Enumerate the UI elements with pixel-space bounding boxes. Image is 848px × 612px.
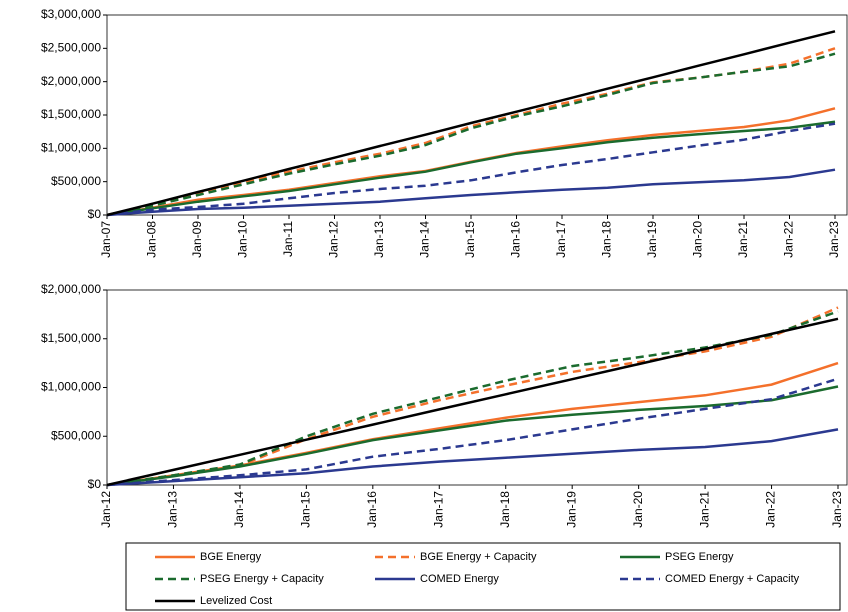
series-line	[106, 122, 836, 217]
x-tick-label: Jan-19	[645, 221, 659, 258]
x-tick-label: Jan-20	[631, 491, 645, 528]
y-tick-label: $2,000,000	[41, 282, 101, 296]
series-line	[106, 377, 839, 487]
x-tick-label: Jan-21	[736, 221, 750, 258]
y-tick-label: $2,000,000	[41, 74, 101, 88]
y-tick-label: $0	[88, 207, 102, 221]
x-tick-label: Jan-23	[830, 491, 844, 528]
x-tick-label: Jan-12	[327, 221, 341, 258]
legend-label: COMED Energy	[420, 573, 499, 585]
series-line	[106, 361, 839, 487]
y-tick-label: $1,500,000	[41, 331, 101, 345]
x-tick-label: Jan-17	[554, 221, 568, 258]
x-tick-label: Jan-15	[463, 221, 477, 258]
series-line	[106, 306, 839, 487]
legend-label: PSEG Energy + Capacity	[200, 573, 324, 585]
legend-label: BGE Energy + Capacity	[420, 551, 537, 563]
series-line	[106, 30, 836, 217]
legend-box	[125, 542, 841, 611]
x-tick-label: Jan-21	[697, 491, 711, 528]
x-tick-label: Jan-13	[166, 491, 180, 528]
y-tick-label: $1,000,000	[41, 380, 101, 394]
y-tick-label: $1,500,000	[41, 107, 101, 121]
x-tick-label: Jan-11	[281, 221, 295, 257]
x-tick-label: Jan-16	[365, 491, 379, 528]
x-tick-label: Jan-13	[372, 221, 386, 258]
x-tick-label: Jan-18	[600, 221, 614, 258]
x-tick-label: Jan-18	[498, 491, 512, 528]
x-tick-label: Jan-14	[232, 491, 246, 528]
x-tick-label: Jan-08	[145, 221, 159, 258]
series-line	[106, 428, 839, 487]
y-tick-label: $2,500,000	[41, 41, 101, 55]
plot-frame	[106, 14, 848, 216]
y-tick-label: $500,000	[51, 428, 101, 442]
legend-label: COMED Energy + Capacity	[665, 573, 800, 585]
series-line	[106, 317, 839, 487]
x-tick-label: Jan-16	[509, 221, 523, 258]
y-tick-label: $1,000,000	[41, 141, 101, 155]
x-tick-label: Jan-10	[236, 221, 250, 258]
y-tick-label: $0	[88, 477, 102, 491]
x-tick-label: Jan-12	[99, 491, 113, 528]
x-tick-label: Jan-23	[827, 221, 841, 258]
legend-label: BGE Energy	[200, 551, 262, 563]
x-tick-label: Jan-22	[764, 491, 778, 528]
y-tick-label: $500,000	[51, 174, 101, 188]
x-tick-label: Jan-20	[691, 221, 705, 258]
x-tick-label: Jan-17	[431, 491, 445, 528]
series-line	[106, 168, 836, 217]
x-tick-label: Jan-15	[299, 491, 313, 528]
x-tick-label: Jan-09	[190, 221, 204, 258]
series-line	[106, 52, 836, 217]
legend: BGE Energy BGE Energy + Capacity PSEG Ener…	[155, 551, 800, 607]
x-tick-label: Jan-07	[99, 221, 113, 258]
series-line	[106, 385, 839, 487]
series-line	[106, 120, 836, 217]
x-tick-label: Jan-14	[418, 221, 432, 258]
y-tick-label: $3,000,000	[41, 7, 101, 21]
legend-label: Levelized Cost	[200, 595, 272, 607]
x-tick-label: Jan-19	[564, 491, 578, 528]
series-line	[106, 47, 836, 217]
legend-label: PSEG Energy	[665, 551, 734, 563]
x-tick-label: Jan-22	[782, 221, 796, 258]
